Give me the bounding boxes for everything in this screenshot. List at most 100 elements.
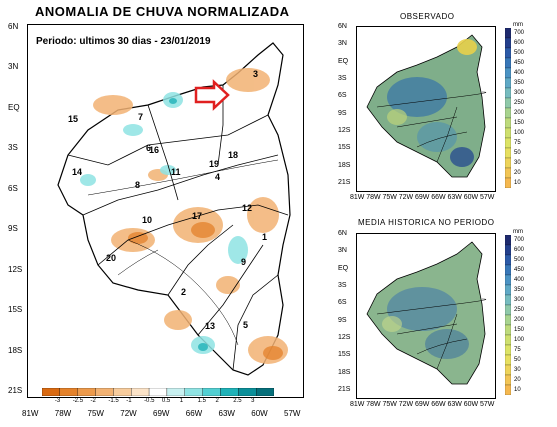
obs-lon-tick-7: 60W bbox=[463, 194, 479, 201]
hist-colorbar-swatch-5 bbox=[505, 284, 511, 296]
hist-colorbar-label-15: 10 bbox=[514, 387, 521, 393]
obs-colorbar-label-10: 100 bbox=[514, 130, 525, 136]
hist-colorbar-label-6: 300 bbox=[514, 297, 525, 303]
region-9: 9 bbox=[241, 257, 246, 267]
region-18: 18 bbox=[228, 150, 238, 160]
obs-colorbar-label-4: 400 bbox=[514, 70, 525, 76]
obs-colorbar-label-6: 300 bbox=[514, 90, 525, 96]
observed-colorbar-svg bbox=[505, 28, 511, 188]
hist-colorbar-label-1: 600 bbox=[514, 247, 525, 253]
obs-colorbar-label-8: 200 bbox=[514, 110, 525, 116]
main-lat-tick-4: 6S bbox=[8, 183, 18, 193]
hist-lon-tick-0: 81W bbox=[350, 401, 365, 408]
main-colorbar-svg bbox=[42, 388, 274, 396]
historical-colorbar bbox=[505, 235, 511, 395]
region-17: 17 bbox=[192, 211, 202, 221]
obs-lat-tick-7: 15S bbox=[338, 144, 351, 152]
obs-lon-tick-5: 66W bbox=[431, 194, 446, 201]
obs-colorbar-label-7: 250 bbox=[514, 100, 525, 106]
hist-lon-tick-7: 60W bbox=[463, 401, 479, 408]
main-lon-tick-2: 75W bbox=[87, 409, 104, 418]
main-lon-tick-4: 69W bbox=[153, 409, 170, 418]
region-4: 4 bbox=[215, 172, 220, 182]
obs-lat-tick-8: 18S bbox=[338, 161, 351, 169]
hist-colorbar-label-3: 450 bbox=[514, 267, 525, 273]
obs-colorbar-label-0: 700 bbox=[514, 30, 525, 36]
obs-lat-tick-3: 3S bbox=[338, 75, 347, 82]
main-colorbar-swatch-5 bbox=[131, 388, 150, 396]
hist-colorbar-swatch-2 bbox=[505, 254, 511, 266]
main-colorbar-swatch-2 bbox=[77, 388, 96, 396]
main-map-canvas: 1 2 3 4 5 6 7 8 9 10 11 12 13 14 15 16 1… bbox=[57, 42, 291, 376]
region-15: 15 bbox=[68, 114, 78, 124]
obs-lat-tick-6: 12S bbox=[338, 127, 351, 134]
main-lon-tick-7: 60W bbox=[251, 409, 268, 418]
obs-lat-tick-2: EQ bbox=[338, 57, 349, 65]
hist-lon-tick-4: 69W bbox=[415, 401, 430, 408]
obs-lat-tick-5: 9S bbox=[338, 109, 347, 117]
main-lat-tick-6: 12S bbox=[8, 264, 23, 274]
hist-colorbar-swatch-11 bbox=[505, 344, 511, 356]
obs-colorbar-swatch-1 bbox=[505, 37, 511, 49]
main-lat-tick-9: 21S bbox=[8, 386, 23, 395]
observed-unit: mm bbox=[513, 22, 523, 28]
main-lon-tick-3: 72W bbox=[120, 409, 137, 418]
region-16: 16 bbox=[149, 145, 159, 155]
historical-map-frame bbox=[356, 233, 496, 399]
obs-lat-tick-1: 3N bbox=[338, 40, 347, 48]
hist-lat-tick-8: 18S bbox=[338, 368, 351, 376]
region-labels: 1 2 3 4 5 6 7 8 9 10 11 12 13 14 15 16 1… bbox=[68, 69, 267, 331]
obs-lon-tick-2: 75W bbox=[382, 194, 397, 201]
obs-colorbar-label-14: 20 bbox=[514, 170, 521, 176]
main-colorbar-label-2: -2 bbox=[90, 398, 96, 404]
obs-lon-tick-1: 78W bbox=[366, 194, 381, 201]
main-lat-tick-7: 15S bbox=[8, 305, 23, 315]
hist-colorbar-swatch-0 bbox=[505, 235, 511, 246]
hist-lat-tick-0: 6N bbox=[338, 230, 347, 237]
observed-map-canvas bbox=[366, 34, 487, 178]
obs-colorbar-label-15: 10 bbox=[514, 180, 521, 186]
main-map-frame: 1 2 3 4 5 6 7 8 9 10 11 12 13 14 15 16 1… bbox=[27, 24, 304, 398]
hist-colorbar-label-8: 200 bbox=[514, 317, 525, 323]
main-colorbar-label-10: 2.5 bbox=[233, 398, 242, 404]
obs-lon-tick-3: 72W bbox=[398, 194, 414, 201]
main-lon-tick-8: 57W bbox=[284, 409, 301, 418]
region-8: 8 bbox=[135, 180, 140, 190]
hist-colorbar-swatch-4 bbox=[505, 274, 511, 286]
hist-lon-tick-1: 78W bbox=[366, 401, 381, 408]
historical-title: MEDIA HISTORICA NO PERIODO bbox=[358, 218, 495, 227]
main-colorbar-label-7: 1 bbox=[179, 398, 184, 404]
obs-colorbar-swatch-13 bbox=[505, 157, 511, 169]
region-14: 14 bbox=[72, 167, 82, 177]
main-lon-tick-1: 78W bbox=[54, 409, 72, 418]
hist-colorbar-label-10: 100 bbox=[514, 337, 525, 343]
main-colorbar-swatch-8 bbox=[184, 388, 203, 396]
obs-colorbar-label-12: 50 bbox=[514, 150, 521, 156]
main-lat-tick-1: 3N bbox=[8, 62, 19, 72]
hist-colorbar-swatch-14 bbox=[505, 374, 511, 386]
hist-colorbar-swatch-12 bbox=[505, 354, 511, 366]
hist-colorbar-swatch-7 bbox=[505, 304, 511, 316]
obs-lon-tick-4: 69W bbox=[415, 194, 430, 201]
main-colorbar-label-3: -1.5 bbox=[108, 398, 119, 404]
obs-lat-tick-0: 6N bbox=[338, 23, 347, 30]
observed-map-frame bbox=[356, 26, 496, 192]
obs-colorbar-swatch-14 bbox=[505, 167, 511, 179]
observed-colorbar bbox=[505, 28, 511, 188]
historical-map-canvas bbox=[366, 241, 487, 385]
hist-colorbar-label-13: 30 bbox=[514, 367, 521, 373]
main-colorbar-swatch-0 bbox=[42, 388, 60, 396]
main-lat-tick-0: 6N bbox=[8, 22, 19, 31]
hist-lat-tick-1: 3N bbox=[338, 247, 347, 255]
obs-colorbar-label-2: 500 bbox=[514, 50, 525, 56]
main-colorbar-swatch-11 bbox=[238, 388, 257, 396]
main-lat-tick-2: EQ bbox=[8, 102, 20, 112]
obs-colorbar-swatch-4 bbox=[505, 67, 511, 79]
obs-colorbar-label-5: 350 bbox=[514, 80, 525, 86]
obs-colorbar-label-11: 75 bbox=[514, 140, 521, 146]
hist-lat-tick-5: 9S bbox=[338, 316, 347, 324]
main-colorbar-label-1: -2.5 bbox=[72, 398, 84, 404]
positive-anomaly-patches bbox=[80, 92, 248, 354]
obs-lon-tick-0: 81W bbox=[350, 194, 365, 201]
region-13: 13 bbox=[205, 321, 215, 331]
